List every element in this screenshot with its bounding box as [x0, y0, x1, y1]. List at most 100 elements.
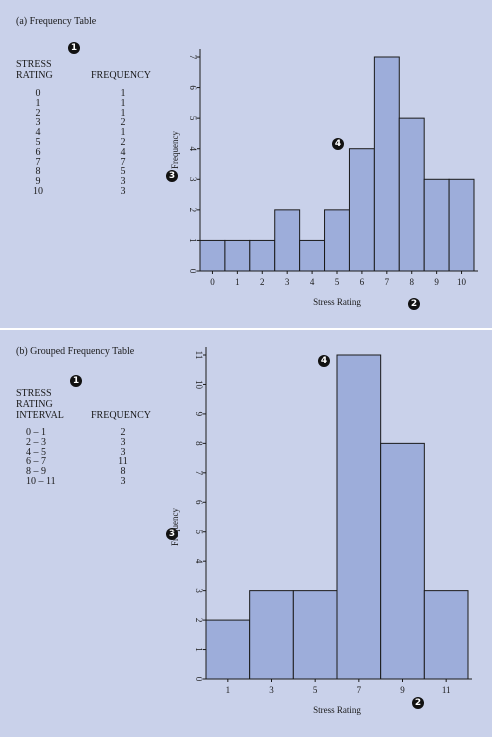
table-b-interval-cell: 2 – 3: [26, 436, 46, 448]
y-tick-label: 8: [194, 441, 204, 446]
histogram-bar: [249, 239, 276, 272]
table-b-freq-cell: 3: [120, 436, 126, 448]
table-a-rating-cell: 9: [35, 176, 41, 188]
y-tick-label: 9: [194, 412, 204, 417]
y-axis-label: Frequency: [170, 508, 180, 546]
table-a-freq-cell: 1: [120, 127, 126, 139]
table-a-freq-cell: 7: [120, 156, 126, 168]
marker-3-a: 3: [166, 170, 178, 182]
x-tick-label: 9: [400, 685, 405, 695]
histogram-a: 0 1 2 3 4 5 6 7 0 1 2 3 4 5 6 7 8 9 10 Stress Rating Frequen…: [170, 49, 478, 307]
histogram-bar: [423, 590, 469, 680]
y-tick-label: 2: [194, 618, 204, 623]
y-tick-label: 6: [188, 85, 198, 90]
histogram-bar: [199, 239, 226, 272]
table-a-rating-cell: 0: [35, 88, 41, 99]
panel-a-title: (a) Frequency Table: [16, 16, 97, 27]
table-a-ratings-col: 0 1 2 3 4 5 6 7 8 9 10: [25, 89, 51, 197]
x-tick-label: 8: [409, 277, 414, 287]
table-a-rating-cell: 6: [35, 146, 41, 158]
marker-1-b: 1: [70, 375, 82, 387]
marker-1-a: 1: [68, 42, 80, 54]
y-tick-label: 4: [194, 559, 204, 564]
table-b-freq-cell: 8: [120, 466, 126, 478]
table-a-rating-cell: 4: [35, 127, 41, 139]
table-b-interval-cell: 4 – 5: [26, 446, 46, 458]
histogram-bar: [348, 148, 375, 272]
table-a-freq-cell: 3: [120, 176, 126, 188]
y-axis-label: Frequency: [170, 131, 180, 169]
x-tick-label: 1: [226, 685, 231, 695]
marker-4-b: 4: [318, 355, 330, 367]
table-b-freq-header: FREQUENCY: [91, 410, 152, 421]
y-tick-label: 4: [188, 146, 198, 151]
table-b-rating-header: STRESS RATING INTERVAL: [16, 388, 64, 421]
y-tick-label: 2: [188, 208, 198, 213]
y-tick-label: 0: [194, 677, 204, 682]
x-tick-label: 5: [335, 277, 340, 287]
table-b-freq-cell: 11: [118, 456, 128, 468]
histogram-bar: [224, 239, 251, 272]
table-b-freq-cell: 3: [120, 446, 126, 458]
histogram-bar: [205, 619, 251, 680]
histogram-bar: [324, 209, 350, 272]
table-a-rating-cell: 5: [35, 136, 41, 148]
table-a-freq-cell: 3: [120, 185, 126, 197]
x-tick-label: 1: [235, 277, 240, 287]
x-tick-label: 3: [285, 277, 290, 287]
table-b-rating-header-line2: RATING: [16, 399, 53, 410]
histogram-bar: [373, 56, 400, 272]
table-a-freq-cell: 5: [120, 166, 126, 178]
x-tick-label: 7: [357, 685, 362, 695]
histogram-bar: [398, 117, 425, 272]
histogram-bar: [336, 354, 382, 680]
histogram-bar: [249, 590, 294, 680]
table-b-interval-cell: 6 – 7: [26, 456, 46, 468]
y-tick-label: 5: [188, 116, 198, 121]
y-tick-label: 11: [194, 351, 204, 360]
y-tick-label: 7: [188, 55, 198, 60]
y-tick-label: 5: [194, 529, 204, 534]
table-a-freq-cell: 4: [120, 146, 126, 158]
table-b-rating-header-line1: STRESS: [16, 388, 52, 399]
x-tick-label: 5: [313, 685, 318, 695]
table-a-rating-cell: 1: [35, 97, 41, 109]
x-axis-label: Stress Rating: [313, 297, 361, 307]
histogram-bar: [423, 178, 450, 272]
x-tick-label: 3: [269, 685, 274, 695]
table-a-rating-cell: 3: [35, 117, 41, 129]
table-a-rating-cell: 10: [33, 185, 43, 197]
y-tick-label: 3: [188, 177, 198, 182]
marker-2-a: 2: [408, 298, 420, 310]
y-tick-label: 0: [188, 269, 198, 274]
x-tick-label: 2: [260, 277, 265, 287]
histogram-bar: [299, 239, 326, 272]
table-b-interval-cell: 8 – 9: [26, 466, 46, 478]
table-a-rating-cell: 2: [35, 107, 41, 119]
table-b-freq-cell: 2: [120, 427, 126, 438]
table-a-freq-cell: 2: [120, 136, 126, 148]
panel-b-title: (b) Grouped Frequency Table: [16, 346, 135, 357]
marker-2-b: 2: [412, 697, 424, 709]
table-a-freq-header: FREQUENCY: [91, 70, 152, 81]
y-tick-label: 1: [194, 647, 204, 652]
table-a-rating-cell: 7: [35, 156, 41, 168]
table-b-freqs-col: 2 3 3 11 8 3: [110, 428, 136, 487]
table-a-rating-header-line2: RATING: [16, 70, 53, 81]
table-b-interval-cell: 0 – 1: [26, 427, 46, 438]
x-tick-label: 10: [457, 277, 467, 287]
x-axis-label: Stress Rating: [313, 705, 361, 715]
y-tick-label: 1: [188, 238, 198, 243]
table-a-freq-cell: 1: [120, 88, 126, 99]
table-b-interval-cell: 10 – 11: [26, 475, 56, 487]
x-tick-label: 6: [360, 277, 365, 287]
y-tick-label: 10: [194, 380, 204, 390]
y-tick-label: 3: [194, 588, 204, 593]
panel-divider: [0, 328, 492, 330]
x-tick-label: 11: [442, 685, 451, 695]
x-tick-label: 7: [385, 277, 390, 287]
table-a-rating-header: STRESS RATING: [16, 59, 53, 81]
table-b-freq-cell: 3: [120, 475, 126, 487]
table-a-rating-header-line1: STRESS: [16, 59, 52, 70]
